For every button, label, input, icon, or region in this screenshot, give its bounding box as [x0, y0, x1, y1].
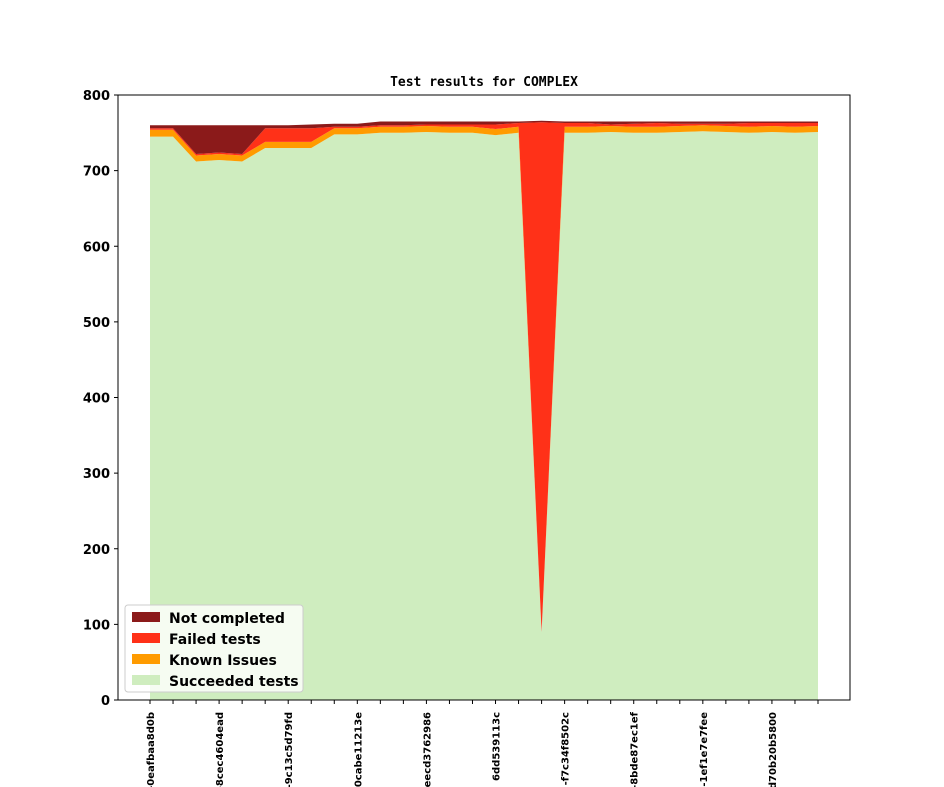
legend-swatch-failed — [132, 633, 160, 643]
y-axis: 0 100 200 300 400 500 600 700 800 — [83, 89, 118, 709]
legend-label-known: Known Issues — [169, 653, 277, 669]
x-tick-label: -1ef1e7e7fee — [699, 712, 710, 787]
x-tick-label: -f7c34f8502c — [561, 712, 572, 785]
legend-swatch-succeeded — [132, 675, 160, 685]
area-not_completed — [150, 120, 818, 154]
chart-title: Test results for COMPLEX — [390, 75, 578, 90]
y-tick-label: 500 — [83, 316, 110, 331]
legend-box — [124, 604, 304, 693]
x-tick-label: 6dd539113c — [492, 712, 503, 781]
y-tick-label: 700 — [83, 165, 110, 180]
y-tick-label: 0 — [101, 694, 110, 709]
legend-swatch-not_completed — [132, 612, 160, 622]
area-layers — [150, 120, 818, 701]
x-tick-label: d70b20b5800 — [768, 712, 779, 787]
y-tick-label: 200 — [83, 543, 110, 558]
x-tick-label: -0eafbaa8d0b — [146, 712, 157, 787]
legend-label-failed: Failed tests — [169, 632, 261, 648]
legend-swatch-known — [132, 654, 160, 664]
y-tick-label: 300 — [83, 467, 110, 482]
x-tick-label: eecd3762986 — [422, 712, 433, 787]
y-tick-label: 800 — [83, 89, 110, 104]
y-tick-label: 400 — [83, 392, 110, 407]
y-tick-label: 100 — [83, 618, 110, 633]
x-tick-label: -9c13c5d79fd — [284, 712, 295, 787]
area-succeeded — [150, 131, 818, 701]
x-tick-label: -8bde87ec1ef — [630, 711, 641, 787]
legend: Not completed Failed tests Known Issues Suc… — [124, 604, 304, 693]
x-tick-label: -8cec4604ead — [215, 712, 226, 787]
y-tick-label: 600 — [83, 240, 110, 255]
legend-label-succeeded: Succeeded tests — [169, 674, 299, 690]
legend-label-not_completed: Not completed — [169, 611, 285, 627]
x-axis: -0eafbaa8d0b -8cec4604ead -9c13c5d79fd 0cab… — [146, 700, 819, 787]
x-tick-label: 0cabe11213e — [353, 712, 364, 787]
